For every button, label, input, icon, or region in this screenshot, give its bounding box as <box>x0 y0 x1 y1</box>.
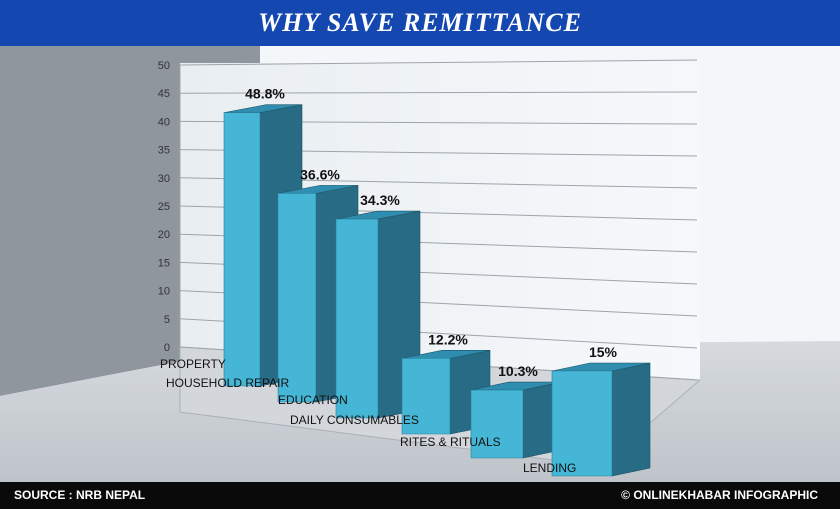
y-tick-label: 20 <box>158 229 170 241</box>
data-label: 36.6% <box>300 166 340 182</box>
data-label: 10.3% <box>498 363 538 379</box>
category-label: RITES & RITUALS <box>400 435 501 449</box>
header-banner: WHY SAVE REMITTANCE <box>0 0 840 46</box>
bar-6 <box>551 362 651 477</box>
y-tick-label: 30 <box>158 173 170 185</box>
bar-front <box>551 370 613 477</box>
bar-front <box>223 112 261 387</box>
y-tick-label: 25 <box>158 201 170 213</box>
data-label: 48.8% <box>245 86 285 102</box>
bar-side <box>611 362 651 477</box>
page-title: WHY SAVE REMITTANCE <box>258 8 582 37</box>
y-tick-label: 10 <box>158 286 170 298</box>
category-label: LENDING <box>523 461 576 475</box>
credit-note: © ONLINEKHABAR INFOGRAPHIC <box>621 488 818 502</box>
y-tick-label: 40 <box>158 116 170 128</box>
y-tick-label: 5 <box>164 314 170 326</box>
y-tick-label: 0 <box>164 342 170 354</box>
bar-front <box>470 389 524 459</box>
y-tick-label: 35 <box>158 145 170 157</box>
bar-front <box>401 358 451 435</box>
source-note: SOURCE : NRB NEPAL <box>14 488 146 502</box>
bar-5 <box>470 381 562 459</box>
bar-chart: 0 5 10 15 20 25 30 35 40 45 50 PROPERTY HOUSEHOLD R… <box>0 46 840 482</box>
gridline <box>179 91 698 94</box>
y-tick-label: 45 <box>158 88 170 100</box>
category-label: EDUCATION <box>278 393 348 407</box>
bar-front <box>335 218 379 419</box>
category-label: DAILY CONSUMABLES <box>290 413 419 427</box>
footer-bar: SOURCE : NRB NEPAL © ONLINEKHABAR INFOGR… <box>0 482 840 509</box>
bar-front <box>277 193 317 403</box>
data-label: 15% <box>589 344 618 360</box>
gridline <box>179 59 698 66</box>
category-label: HOUSEHOLD REPAIR <box>166 376 289 390</box>
data-label: 34.3% <box>360 192 400 208</box>
y-tick-label: 15 <box>158 257 170 269</box>
category-label: PROPERTY <box>160 357 226 371</box>
data-label: 12.2% <box>428 331 468 347</box>
y-tick-label: 50 <box>158 60 170 72</box>
